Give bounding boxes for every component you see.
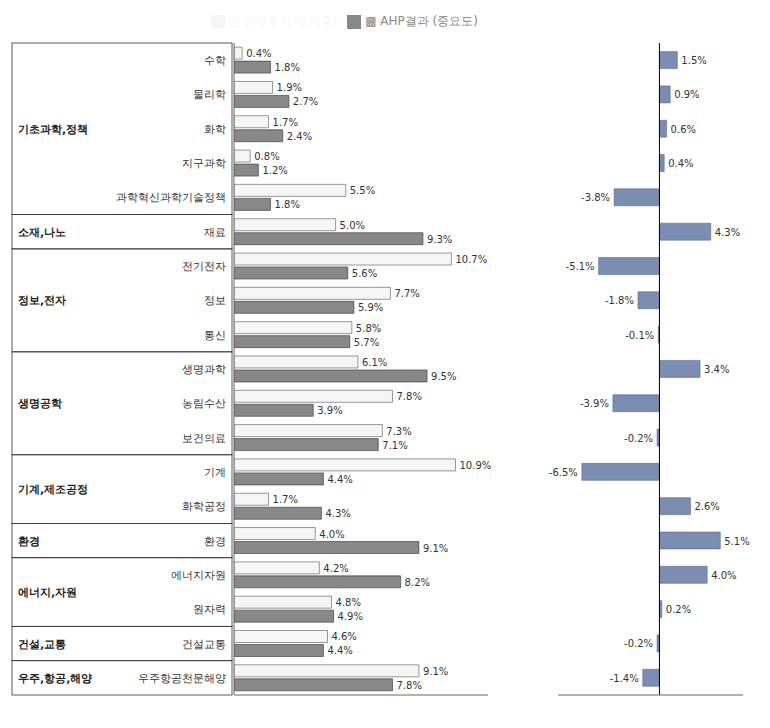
svg-text:환경: 환경: [18, 535, 40, 548]
html-text:▩ AHP결과 (중요도): ▩ AHP결과 (중요도): [365, 14, 478, 28]
svg-text:4.2%: 4.2%: [323, 563, 348, 574]
svg-text:4.4%: 4.4%: [327, 474, 352, 485]
svg-text:소재,나노: 소재,나노: [18, 226, 66, 239]
svg-text:원자력: 원자력: [193, 603, 226, 616]
svg-text:환경: 환경: [204, 535, 226, 548]
svg-text:5.6%: 5.6%: [352, 268, 377, 279]
svg-text:-3.8%: -3.8%: [581, 192, 610, 203]
svg-text:0.8%: 0.8%: [254, 151, 279, 162]
svg-text:과학혁신과학기술정책: 과학혁신과학기술정책: [116, 191, 226, 204]
svg-text:0.6%: 0.6%: [671, 124, 696, 135]
svg-text:기초과학,정책: 기초과학,정책: [18, 123, 88, 136]
svg-text:지구과학: 지구과학: [182, 157, 226, 170]
svg-text:-6.5%: -6.5%: [549, 467, 578, 478]
svg-text:1.9%: 1.9%: [277, 82, 302, 93]
svg-text:7.8%: 7.8%: [396, 680, 421, 691]
svg-text:4.3%: 4.3%: [715, 227, 740, 238]
svg-text:10.7%: 10.7%: [455, 254, 487, 265]
svg-text:화학: 화학: [204, 123, 226, 136]
svg-text:정보,전자: 정보,전자: [18, 294, 66, 307]
svg-text:9.1%: 9.1%: [423, 543, 448, 554]
svg-text:0.4%: 0.4%: [246, 48, 271, 59]
svg-text:4.0%: 4.0%: [319, 529, 344, 540]
svg-text:5.7%: 5.7%: [354, 337, 379, 348]
svg-text:우주항공천문해양: 우주항공천문해양: [138, 672, 226, 685]
svg-text:생명과학: 생명과학: [182, 363, 226, 376]
svg-text:4.0%: 4.0%: [711, 570, 736, 581]
svg-text:1.7%: 1.7%: [273, 117, 298, 128]
svg-text:5.5%: 5.5%: [350, 185, 375, 196]
svg-text:2.4%: 2.4%: [287, 131, 312, 142]
svg-text:기계: 기계: [204, 466, 226, 479]
svg-text:수학: 수학: [204, 54, 226, 67]
svg-text:물리학: 물리학: [193, 88, 226, 101]
svg-text:10.9%: 10.9%: [459, 460, 491, 471]
svg-text:7.7%: 7.7%: [394, 288, 419, 299]
svg-text:1.8%: 1.8%: [275, 199, 300, 210]
svg-text:기계,제조공정: 기계,제조공정: [18, 483, 88, 496]
svg-text:농림수산: 농림수산: [182, 397, 226, 410]
svg-text:-1.4%: -1.4%: [610, 673, 639, 684]
svg-text:-1.8%: -1.8%: [605, 295, 634, 306]
svg-text:9.3%: 9.3%: [427, 234, 452, 245]
svg-text:5.9%: 5.9%: [358, 302, 383, 313]
svg-text:7.1%: 7.1%: [382, 440, 407, 451]
svg-text:1.8%: 1.8%: [275, 62, 300, 73]
svg-text:화학공정: 화학공정: [182, 500, 226, 513]
svg-text:7.3%: 7.3%: [386, 426, 411, 437]
svg-text:-0.2%: -0.2%: [624, 638, 653, 649]
svg-text:6.1%: 6.1%: [362, 357, 387, 368]
svg-text:7.8%: 7.8%: [396, 391, 421, 402]
svg-text:0.2%: 0.2%: [666, 604, 691, 615]
svg-text:1.2%: 1.2%: [262, 165, 287, 176]
svg-text:3.9%: 3.9%: [317, 405, 342, 416]
svg-text:5.8%: 5.8%: [356, 323, 381, 334]
svg-text:-0.2%: -0.2%: [624, 433, 653, 444]
svg-text:건설교통: 건설교통: [182, 638, 226, 651]
svg-text:에너지자원: 에너지자원: [171, 569, 226, 582]
svg-text:정보: 정보: [204, 294, 226, 307]
svg-text:-0.1%: -0.1%: [625, 330, 654, 341]
html-text:□ 정부투자비(비중): □ 정부투자비(비중): [228, 14, 338, 28]
svg-text:우주,항공,해양: 우주,항공,해양: [18, 672, 92, 685]
svg-text:건설,교통: 건설,교통: [18, 638, 66, 651]
svg-text:2.6%: 2.6%: [694, 501, 719, 512]
svg-text:4.9%: 4.9%: [338, 611, 363, 622]
svg-text:생명공학: 생명공학: [17, 397, 62, 410]
svg-text:5.1%: 5.1%: [724, 536, 749, 547]
svg-text:9.1%: 9.1%: [423, 666, 448, 677]
svg-text:통신: 통신: [204, 329, 226, 342]
svg-text:-3.9%: -3.9%: [580, 398, 609, 409]
svg-text:3.4%: 3.4%: [704, 364, 729, 375]
svg-text:전기전자: 전기전자: [182, 260, 226, 273]
svg-text:4.6%: 4.6%: [331, 631, 356, 642]
svg-text:9.5%: 9.5%: [431, 371, 456, 382]
svg-text:2.7%: 2.7%: [293, 96, 318, 107]
svg-text:5.0%: 5.0%: [340, 220, 365, 231]
svg-text:8.2%: 8.2%: [405, 577, 430, 588]
svg-text:4.4%: 4.4%: [327, 645, 352, 656]
svg-text:0.4%: 0.4%: [668, 158, 693, 169]
svg-text:에너지,자원: 에너지,자원: [18, 586, 77, 599]
svg-text:0.9%: 0.9%: [674, 89, 699, 100]
svg-text:보건의료: 보건의료: [182, 432, 226, 445]
svg-text:1.7%: 1.7%: [273, 494, 298, 505]
svg-text:4.3%: 4.3%: [325, 508, 350, 519]
svg-text:-5.1%: -5.1%: [566, 261, 595, 272]
svg-text:1.5%: 1.5%: [681, 55, 706, 66]
svg-text:4.8%: 4.8%: [336, 597, 361, 608]
svg-text:재료: 재료: [204, 226, 226, 239]
